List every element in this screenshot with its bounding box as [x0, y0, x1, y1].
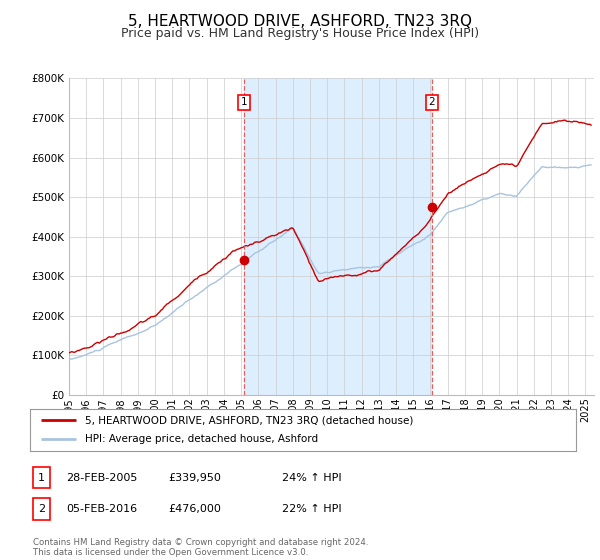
Text: 24% ↑ HPI: 24% ↑ HPI: [282, 473, 341, 483]
Text: 1: 1: [38, 473, 45, 483]
Text: 5, HEARTWOOD DRIVE, ASHFORD, TN23 3RQ (detached house): 5, HEARTWOOD DRIVE, ASHFORD, TN23 3RQ (d…: [85, 415, 413, 425]
Text: HPI: Average price, detached house, Ashford: HPI: Average price, detached house, Ashf…: [85, 435, 318, 445]
Text: £476,000: £476,000: [168, 504, 221, 514]
Text: 22% ↑ HPI: 22% ↑ HPI: [282, 504, 341, 514]
Text: 05-FEB-2016: 05-FEB-2016: [66, 504, 137, 514]
Text: 5, HEARTWOOD DRIVE, ASHFORD, TN23 3RQ: 5, HEARTWOOD DRIVE, ASHFORD, TN23 3RQ: [128, 14, 472, 29]
Bar: [244, 78, 432, 395]
Text: 1: 1: [241, 97, 247, 107]
Text: 2: 2: [38, 504, 45, 514]
Text: Contains HM Land Registry data © Crown copyright and database right 2024.
This d: Contains HM Land Registry data © Crown c…: [33, 538, 368, 557]
Text: Price paid vs. HM Land Registry's House Price Index (HPI): Price paid vs. HM Land Registry's House …: [121, 27, 479, 40]
Text: 28-FEB-2005: 28-FEB-2005: [66, 473, 137, 483]
Text: £339,950: £339,950: [168, 473, 221, 483]
Text: 2: 2: [429, 97, 436, 107]
